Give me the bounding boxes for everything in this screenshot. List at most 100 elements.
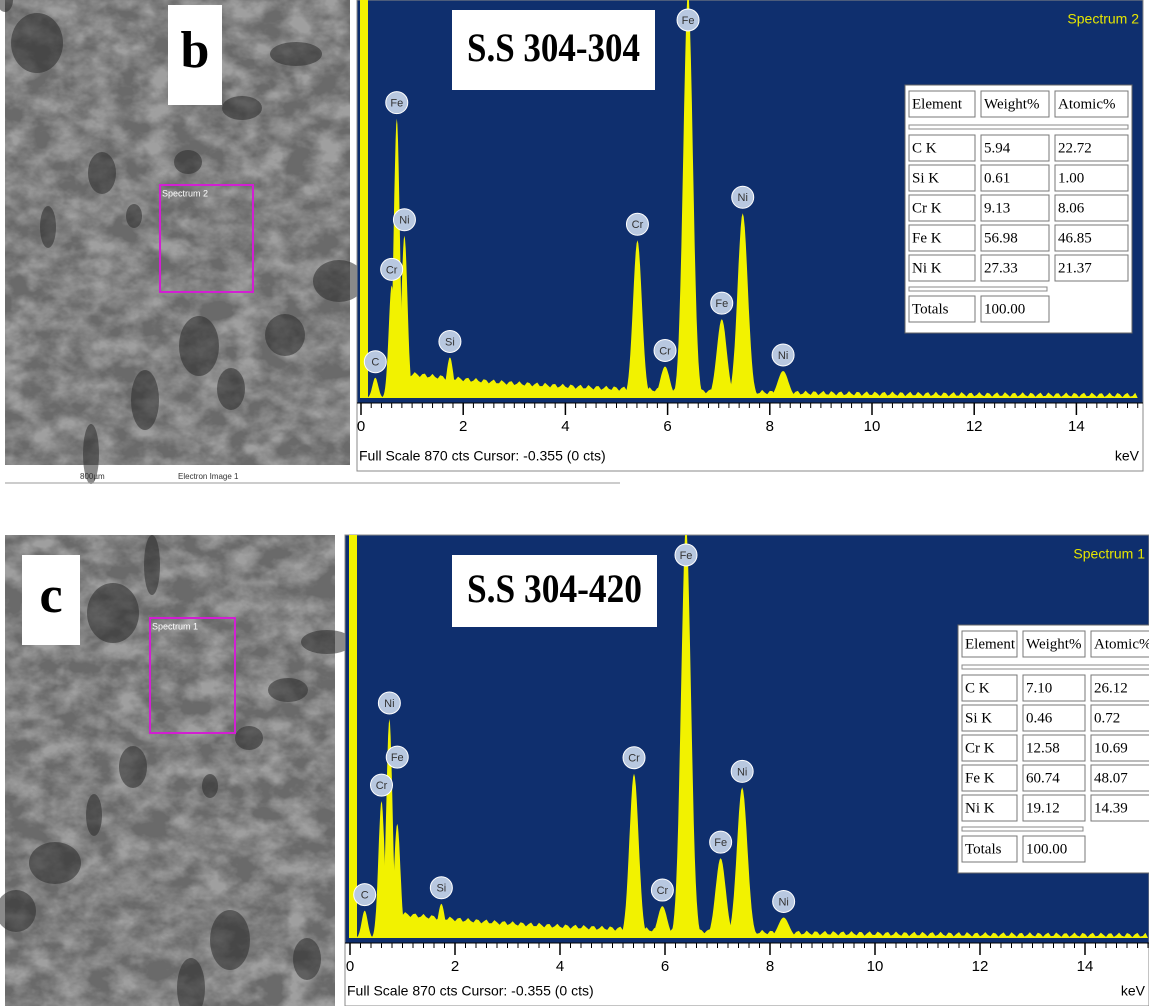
table-cell [961,835,1018,863]
peak [666,535,705,938]
peak-bubble [392,208,416,232]
table-cell [980,295,1050,323]
peak-bubble [674,543,698,567]
x-tick-label: 12 [972,958,989,975]
table-text: Atomic% [1058,96,1116,112]
table-cell [1090,734,1149,762]
table-text: 22.72 [1058,140,1092,156]
roi-label: Spectrum 2 [162,188,208,198]
sem-pit [174,150,202,174]
table-text: Atomic% [1094,636,1149,652]
sem-pit [293,938,321,980]
table-cell [1054,254,1129,282]
table-cell [908,254,976,282]
table-text: 56.98 [984,230,1018,246]
sem-pit [235,726,263,750]
sample-title: S.S 304-420 [467,566,642,611]
panel-label-box [168,5,222,105]
zero-peak [360,0,368,398]
sem-pit [131,370,159,430]
peak-bubble [377,691,401,715]
table-cell [980,224,1050,252]
sample-box [452,10,655,90]
table-text: Totals [965,841,1002,857]
peak-bubble [625,212,649,236]
table-cell [1090,674,1149,702]
table-text: Ni K [912,260,942,276]
table-text: 0.46 [1026,710,1053,726]
table-text: 7.10 [1026,680,1052,696]
sem-pit [210,910,250,970]
sem-pit [301,630,353,654]
table-text: 19.12 [1026,800,1060,816]
peak-bubble [353,883,377,907]
peak-label: Fe [390,98,403,110]
x-tick-label: 14 [1068,418,1085,435]
table-text: 1.00 [1058,170,1084,186]
sem-pit [0,0,13,12]
table-text: 27.33 [984,260,1018,276]
table-text: Totals [912,301,949,317]
sem-pit [83,424,99,484]
sem-pit [40,206,56,248]
table-cell [1022,835,1086,863]
table-text: Ni K [965,800,995,816]
x-tick-label: 4 [556,958,564,975]
table-text: 60.74 [1026,770,1060,786]
sem-pit [29,842,81,884]
table-text: Weight% [984,96,1039,112]
sem-pit [87,583,139,643]
footer: Full Scale 870 cts Cursor: -0.355 (0 cts… [359,448,606,464]
table-cell [1022,630,1086,658]
spectrum-name: Spectrum 2 [1067,11,1139,27]
peak-label: Fe [391,752,404,764]
table-cell [1054,134,1129,162]
table-text: 26.12 [1094,680,1128,696]
peak-bubble [771,343,795,367]
table-text: Si K [965,710,992,726]
peak-label: Fe [714,837,727,849]
table-cell [1022,674,1086,702]
peak [384,823,410,938]
table-cell [908,194,976,222]
peak [761,917,805,938]
peak-label: Ni [737,766,747,778]
table-cell [980,194,1050,222]
sample-box [452,555,657,627]
peak-label: Fe [682,15,695,27]
table-cell [1054,90,1129,118]
table-text: 21.37 [1058,260,1092,276]
spectrum [360,0,1138,398]
peak-bubble [385,745,409,769]
sem-pit [202,774,218,798]
table-cell [1022,734,1086,762]
x-tick-label: 4 [561,418,569,435]
peak-label: Ni [399,215,409,227]
peak [363,377,387,398]
table-text: 12.58 [1026,740,1060,756]
spectrum-frame [344,534,1149,1006]
spectrum [349,535,1148,938]
peak [643,906,681,938]
table-text: 46.85 [1058,230,1092,246]
x-unit: keV [1121,983,1146,999]
peak-bubble [709,830,733,854]
peak-label: Ni [778,896,788,908]
table-cell [908,134,976,162]
peak-label: Cr [657,885,669,897]
table-text: Fe K [965,770,995,786]
sem-pit [86,794,102,836]
x-unit: keV [1115,448,1140,464]
peak-bubble [650,878,674,902]
x-tick-label: 6 [663,418,671,435]
peak [392,235,417,398]
sem-pit [126,204,142,228]
table-cell [908,295,976,323]
peak [646,366,683,398]
x-tick-label: 6 [661,958,669,975]
sem-pit [268,678,308,702]
peak [384,118,409,398]
sem-pit [179,316,219,376]
sem-pit [0,890,36,932]
sem-pit [88,152,116,194]
